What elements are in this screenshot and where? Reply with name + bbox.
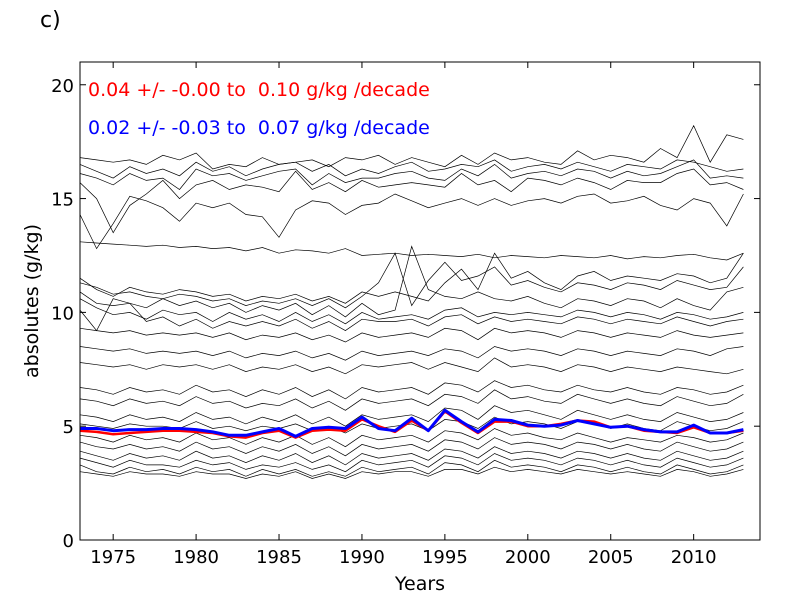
station-series-line-21 (79, 446, 744, 466)
x-tick-label: 2005 (588, 547, 634, 568)
ticks-layer: 1975 1980 1985 1990 1995 2000 2005 2010 0 5 10 15 20 (51, 62, 760, 568)
y-tick-label: 10 (51, 303, 74, 324)
station-series-line-24 (79, 466, 744, 479)
trend-annotation-2: 0.02 +/- -0.03 to 0.07 g/kg /decade (88, 117, 430, 139)
station-series-line-22 (79, 453, 744, 473)
station-series-line-11 (79, 298, 744, 332)
station-series-line-4 (79, 168, 744, 234)
trend-annotation-1: 0.04 +/- -0.00 to 0.10 g/kg /decade (88, 79, 430, 101)
station-series-line-9 (79, 245, 744, 318)
station-series-line-12 (79, 327, 744, 343)
x-tick-label: 1990 (339, 547, 385, 568)
x-tick-label: 1980 (173, 547, 219, 568)
y-tick-label: 20 (51, 76, 74, 97)
station-series-line-20 (79, 437, 744, 457)
station-series-line-16 (79, 389, 744, 411)
station-series-line-18 (79, 416, 744, 434)
station-series-line-3 (79, 159, 744, 190)
station-series-line-2 (79, 159, 744, 179)
station-series-line-14 (79, 357, 744, 375)
station-series-line-10 (79, 298, 744, 325)
station-series-line-8 (79, 252, 744, 309)
highlight-layer (79, 408, 744, 439)
x-tick-label: 2010 (671, 547, 717, 568)
station-series-line-15 (79, 380, 744, 400)
station-series-line-5 (79, 193, 744, 250)
station-series-line-19 (79, 428, 744, 448)
panel-label: c) (40, 8, 61, 33)
station-series-line-17 (79, 405, 744, 427)
red-mean-series-line (79, 410, 744, 439)
y-tick-label: 0 (63, 531, 74, 552)
station-series-line-1 (79, 124, 744, 170)
station-series-line-6 (79, 241, 744, 261)
annotation-layer: 0.04 +/- -0.00 to 0.10 g/kg /decade 0.02 … (88, 79, 430, 139)
x-tick-label: 1985 (256, 547, 302, 568)
x-axis-label: Years (394, 573, 445, 595)
x-tick-label: 1975 (90, 547, 136, 568)
x-tick-label: 1995 (422, 547, 468, 568)
x-tick-label: 2000 (505, 547, 551, 568)
y-axis-label: absolutes (g/kg) (21, 224, 43, 378)
series-layer (79, 124, 744, 479)
y-tick-label: 5 (63, 417, 74, 438)
station-series-line-13 (79, 346, 744, 361)
plot-frame (79, 61, 761, 541)
y-tick-label: 15 (51, 190, 74, 211)
station-series-line-7 (79, 252, 744, 304)
station-series-line-23 (79, 459, 744, 477)
blue-mean-series-line (80, 408, 744, 438)
